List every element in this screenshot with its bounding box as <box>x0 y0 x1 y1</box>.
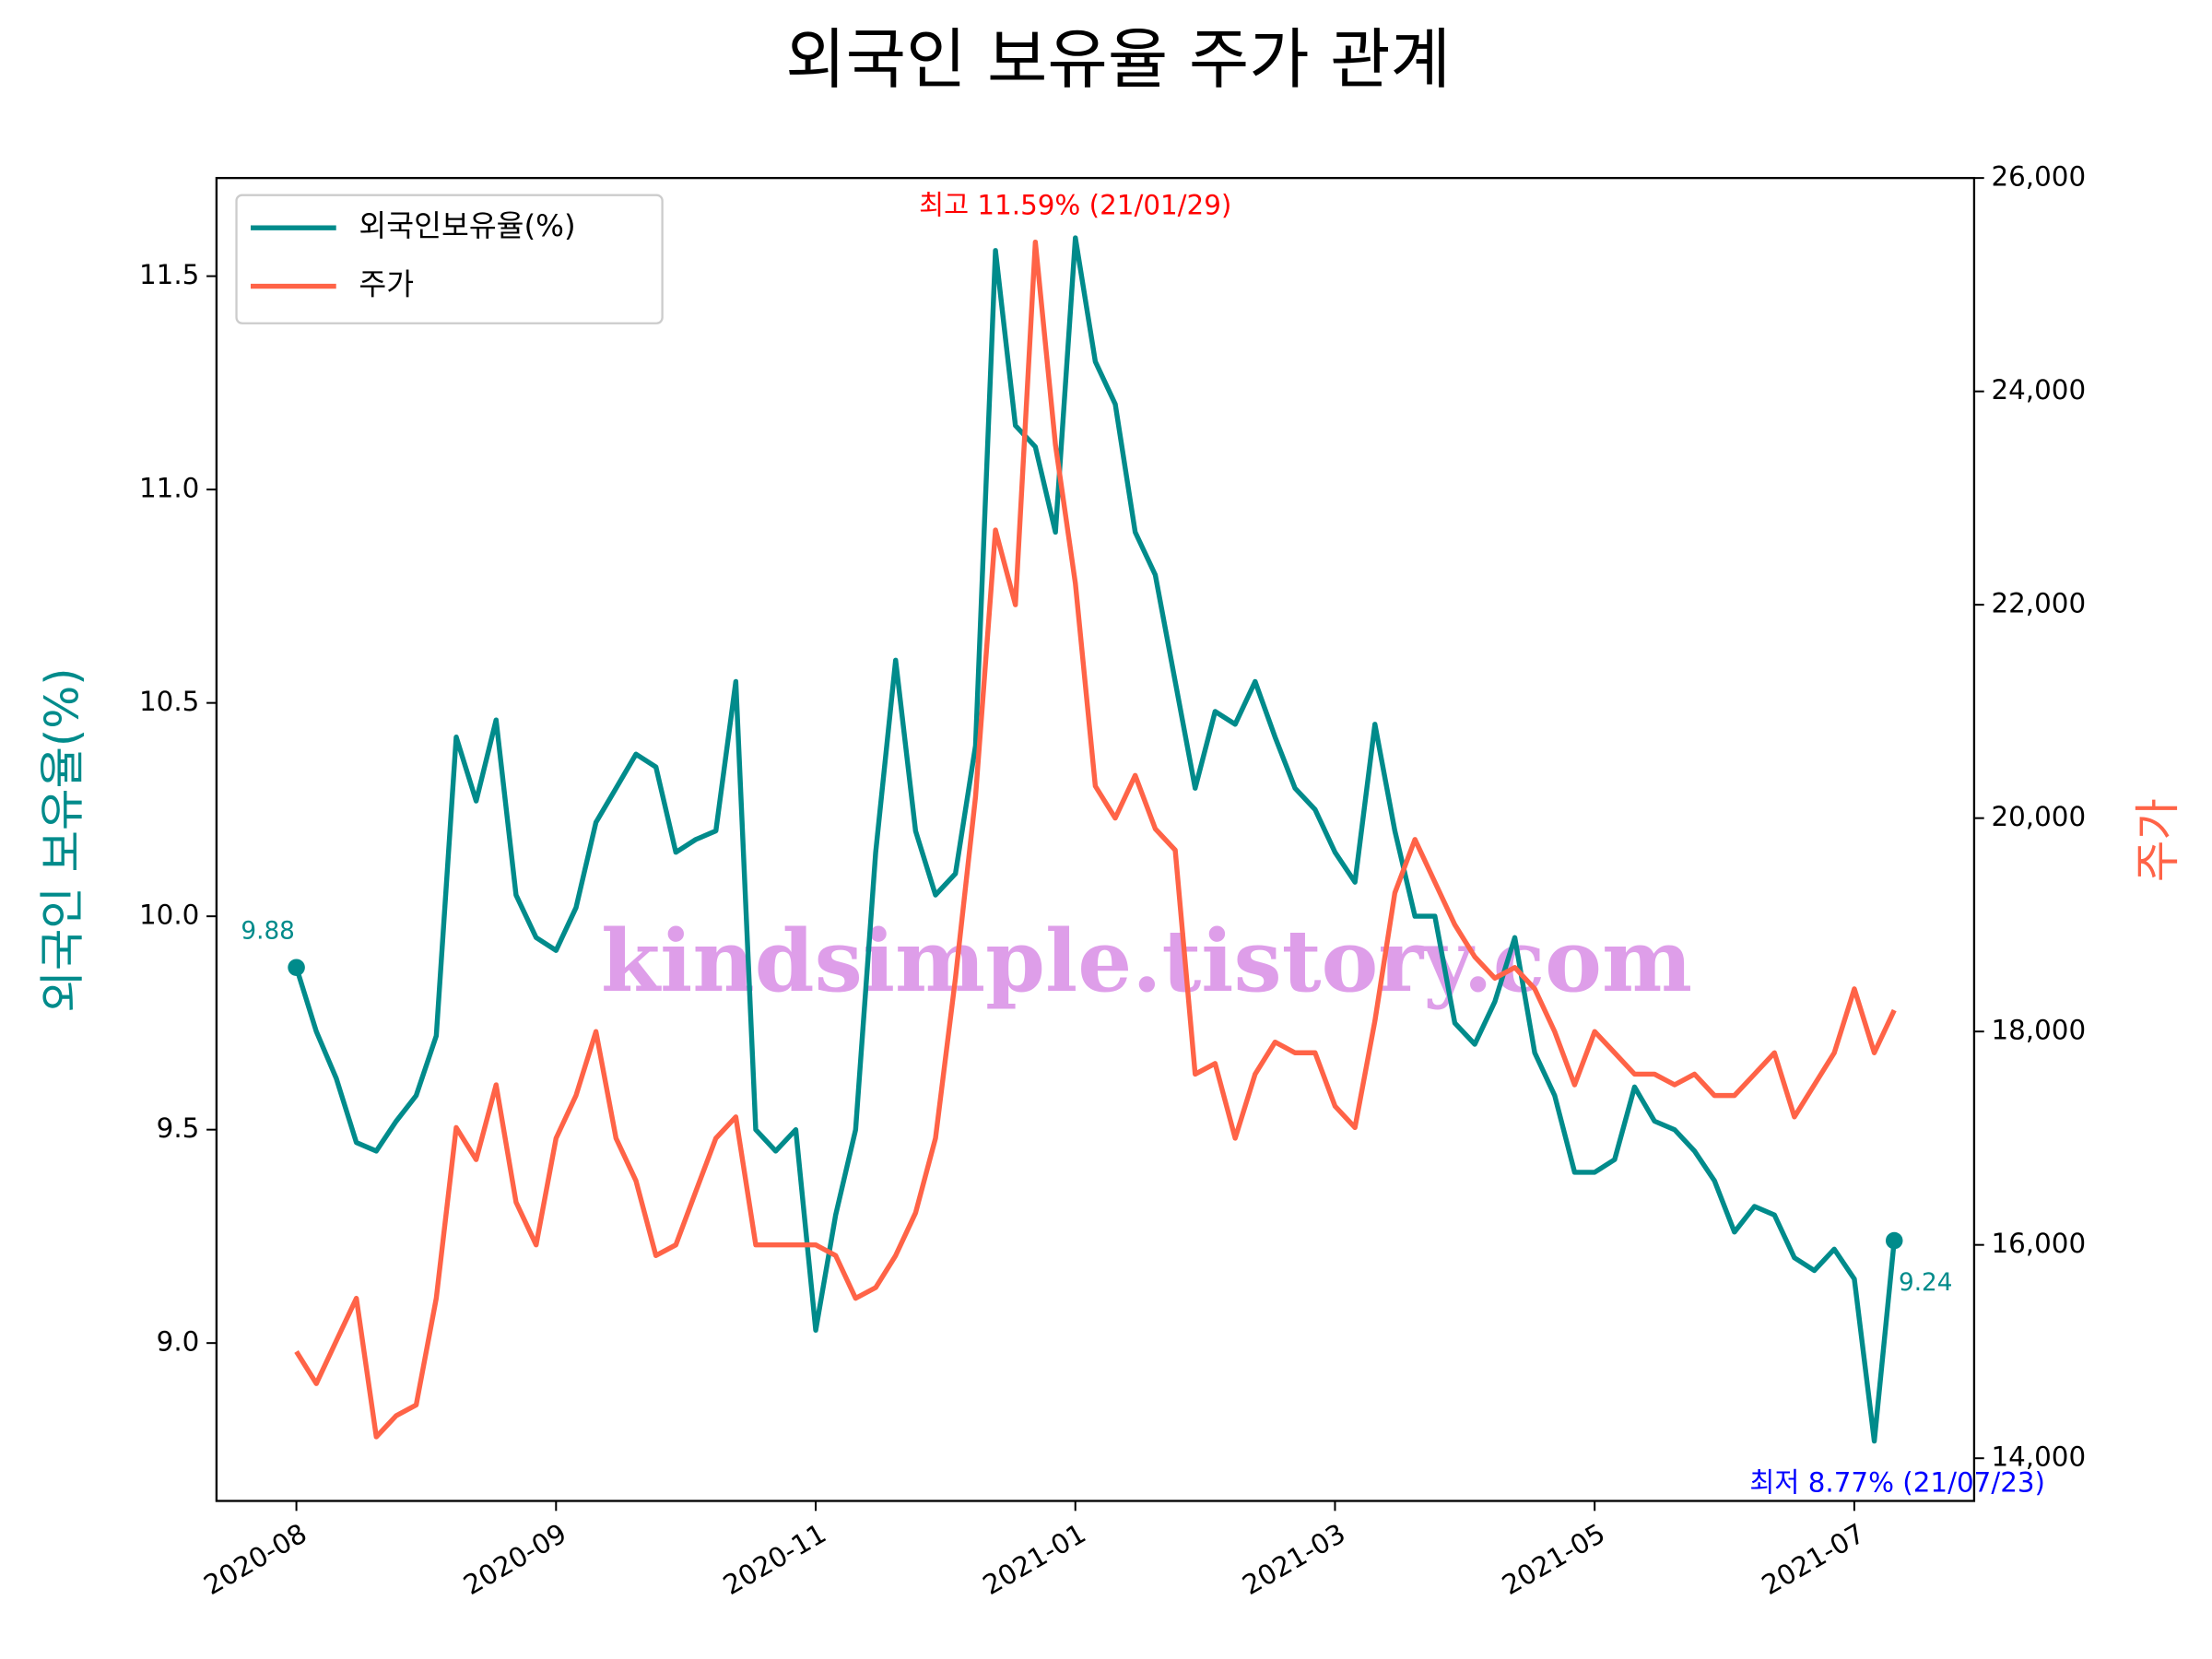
y-axis-label: 외국인 보유율(%) <box>36 668 89 1013</box>
y2-tick-label: 22,000 <box>1991 588 2086 619</box>
y-tick-label: 9.0 <box>157 1326 200 1358</box>
legend: 외국인보유율(%) 주가 <box>235 194 664 324</box>
y2-tick-label: 20,000 <box>1991 801 2086 832</box>
series-line <box>294 239 1897 1440</box>
end-label: 9.88 <box>241 918 294 946</box>
end-point <box>288 959 305 976</box>
y-tick-label: 11.5 <box>139 259 199 290</box>
y-tick-label: 9.5 <box>157 1112 200 1144</box>
legend-box <box>235 194 664 324</box>
plot-frame <box>215 176 1976 1502</box>
y2-tick-label: 18,000 <box>1991 1015 2086 1046</box>
series-line <box>294 235 1897 1444</box>
y-tick-label: 10.5 <box>139 686 199 717</box>
y2-tick-label: 16,000 <box>1991 1228 2086 1259</box>
end-label: 9.24 <box>1899 1269 1952 1297</box>
y-tick-label: 11.0 <box>139 473 199 504</box>
legend-label: 주가 <box>359 267 414 302</box>
y2-tick-label: 26,000 <box>1991 161 2086 193</box>
watermark: kindsimple.tistory.com <box>601 911 1692 1011</box>
max-annotation: 최고 11.59% (21/01/29) <box>919 190 1231 221</box>
y2-tick-label: 14,000 <box>1991 1441 2086 1473</box>
y-tick-label: 10.0 <box>139 900 199 931</box>
chart-title: 외국인 보유율 주가 관계 <box>785 21 1451 98</box>
legend-label: 외국인보유율(%) <box>359 208 575 243</box>
y2-tick-label: 24,000 <box>1991 374 2086 406</box>
min-annotation: 최저 8.77% (21/07/23) <box>1749 1466 2045 1498</box>
end-point <box>1885 1231 1903 1250</box>
y2-axis-label: 주가 <box>2131 798 2184 882</box>
